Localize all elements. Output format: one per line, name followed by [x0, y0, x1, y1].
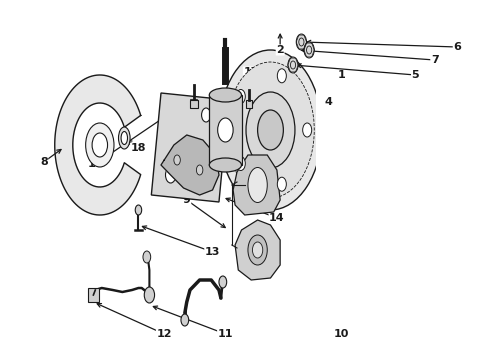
Circle shape	[218, 118, 233, 142]
Text: 3: 3	[289, 93, 297, 103]
Circle shape	[144, 287, 154, 303]
Circle shape	[219, 276, 227, 288]
Ellipse shape	[121, 131, 127, 144]
Ellipse shape	[209, 88, 242, 102]
Text: 15: 15	[156, 187, 172, 197]
Circle shape	[86, 123, 114, 167]
Text: 10: 10	[334, 329, 349, 339]
Text: 14: 14	[269, 213, 285, 223]
Circle shape	[277, 69, 286, 83]
Circle shape	[296, 34, 307, 50]
Polygon shape	[151, 93, 229, 202]
Bar	[88, 288, 98, 302]
Text: 6: 6	[453, 42, 461, 52]
Circle shape	[92, 133, 107, 157]
Circle shape	[277, 177, 286, 191]
Text: 18: 18	[131, 143, 146, 153]
Text: 12: 12	[156, 329, 172, 339]
Circle shape	[246, 92, 295, 168]
Text: 4: 4	[324, 97, 332, 107]
Circle shape	[181, 314, 189, 326]
Text: 13: 13	[205, 247, 220, 257]
Circle shape	[143, 251, 151, 263]
Bar	[209, 95, 242, 165]
Text: 16: 16	[88, 159, 103, 169]
Ellipse shape	[248, 167, 267, 202]
Circle shape	[252, 242, 263, 258]
Text: 5: 5	[412, 70, 419, 80]
Text: 17: 17	[244, 67, 259, 77]
Text: 2: 2	[276, 45, 284, 55]
Text: 9: 9	[183, 195, 191, 205]
Ellipse shape	[119, 127, 130, 149]
Text: 11: 11	[218, 329, 233, 339]
Polygon shape	[235, 220, 280, 280]
Circle shape	[304, 42, 314, 58]
Circle shape	[196, 165, 203, 175]
Bar	[190, 100, 197, 108]
Circle shape	[248, 235, 267, 265]
Text: 7: 7	[431, 55, 439, 65]
Text: 1: 1	[338, 70, 345, 80]
Circle shape	[135, 205, 142, 215]
Circle shape	[288, 57, 298, 73]
Circle shape	[174, 155, 180, 165]
Text: 8: 8	[40, 157, 48, 167]
Circle shape	[201, 108, 211, 122]
Ellipse shape	[209, 158, 242, 172]
Polygon shape	[55, 75, 141, 215]
Polygon shape	[161, 135, 219, 195]
Circle shape	[258, 110, 283, 150]
Circle shape	[303, 123, 312, 137]
Circle shape	[236, 90, 245, 103]
Bar	[246, 100, 252, 108]
Circle shape	[166, 167, 176, 183]
Circle shape	[236, 157, 245, 171]
Circle shape	[227, 62, 314, 198]
Polygon shape	[233, 155, 280, 215]
Circle shape	[219, 50, 322, 210]
